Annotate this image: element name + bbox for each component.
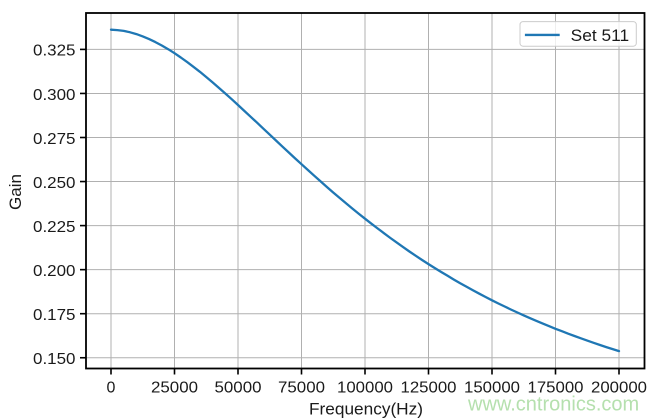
svg-text:0.175: 0.175 <box>33 307 76 324</box>
svg-text:0.150: 0.150 <box>33 351 76 368</box>
svg-text:0.275: 0.275 <box>33 131 76 148</box>
svg-text:200000: 200000 <box>591 380 647 397</box>
svg-text:150000: 150000 <box>464 380 520 397</box>
svg-text:0.225: 0.225 <box>33 219 76 236</box>
svg-text:Frequency(Hz): Frequency(Hz) <box>309 400 423 419</box>
svg-text:0.300: 0.300 <box>33 87 76 104</box>
svg-text:175000: 175000 <box>528 380 584 397</box>
svg-text:75000: 75000 <box>278 380 325 397</box>
svg-text:50000: 50000 <box>215 380 262 397</box>
svg-text:www.cntronics.com: www.cntronics.com <box>467 394 639 416</box>
svg-text:100000: 100000 <box>337 380 393 397</box>
svg-text:0.325: 0.325 <box>33 43 76 60</box>
svg-text:0.250: 0.250 <box>33 175 76 192</box>
svg-text:25000: 25000 <box>151 380 198 397</box>
svg-text:0.200: 0.200 <box>33 263 76 280</box>
svg-text:0: 0 <box>107 380 116 397</box>
svg-text:Set 511: Set 511 <box>571 26 630 45</box>
svg-text:Gain: Gain <box>6 174 25 210</box>
svg-text:125000: 125000 <box>401 380 457 397</box>
